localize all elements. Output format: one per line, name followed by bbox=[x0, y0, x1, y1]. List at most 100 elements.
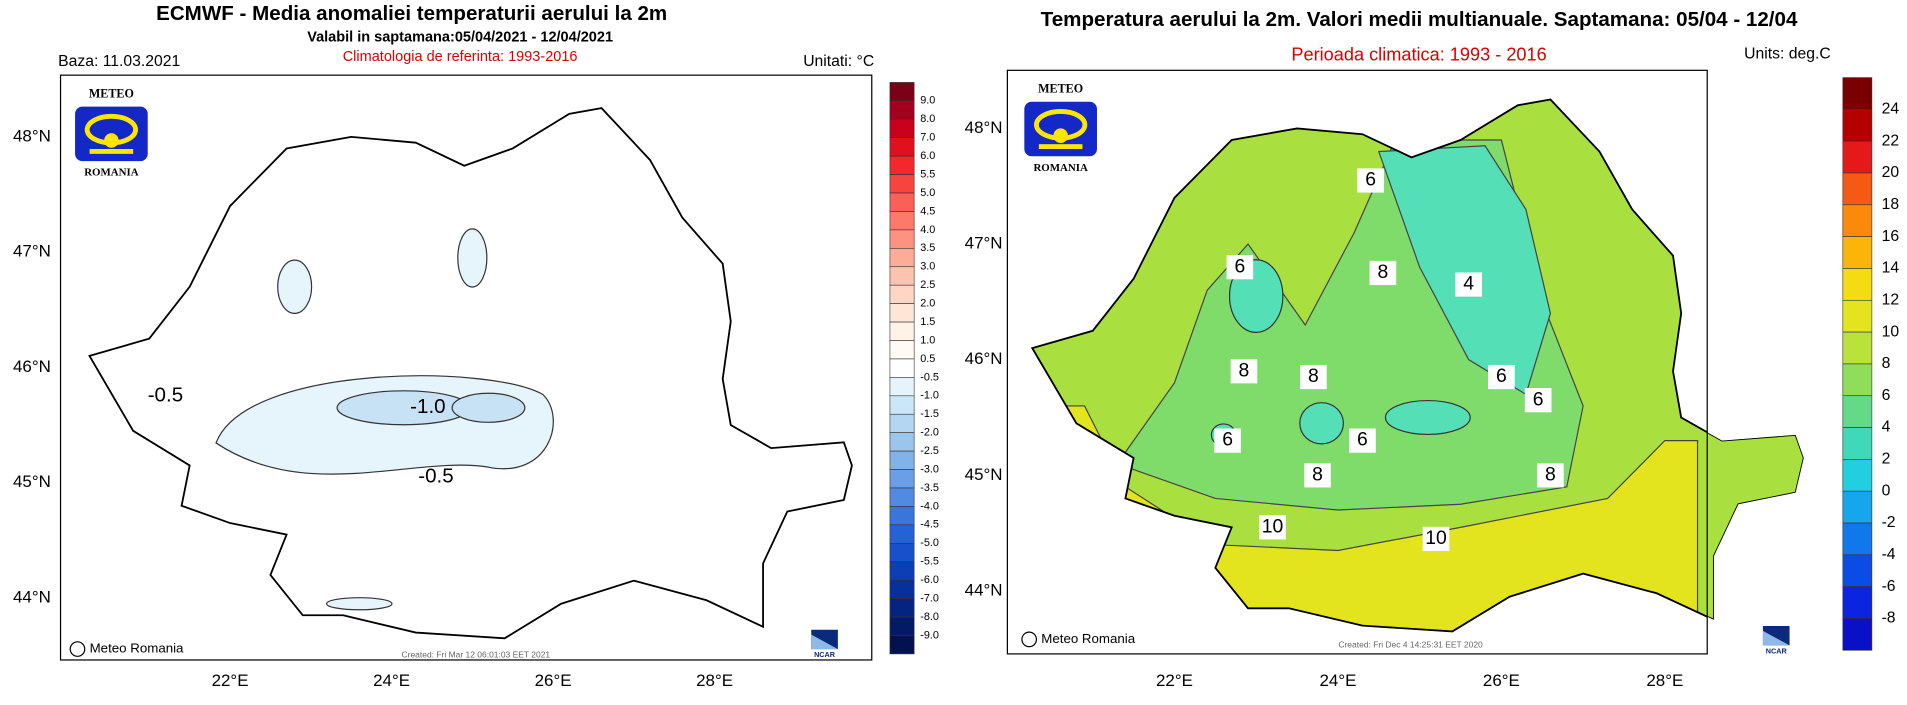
colorbar-label: -5.5 bbox=[920, 556, 939, 568]
colorbar-label: 4 bbox=[1882, 419, 1891, 436]
colorbar-box bbox=[889, 542, 915, 563]
contour-label-box bbox=[1524, 388, 1552, 413]
colorbar-label: 2.5 bbox=[920, 279, 935, 291]
colorbar-label: 16 bbox=[1882, 228, 1900, 245]
colorbar-label: 0.5 bbox=[920, 353, 935, 365]
colorbar-box bbox=[889, 598, 915, 618]
ncar-logo bbox=[1762, 630, 1790, 646]
colorbar-label: 10 bbox=[1882, 323, 1900, 340]
colorbar-box bbox=[1842, 554, 1873, 587]
lat-label: 44°N bbox=[13, 587, 51, 606]
colorbar-label: -5.0 bbox=[920, 537, 939, 549]
colorbar-box bbox=[1842, 459, 1873, 492]
colorbar-label: -7.0 bbox=[920, 592, 939, 604]
contour-label-box bbox=[1537, 463, 1564, 488]
colorbar-box bbox=[889, 211, 915, 231]
contour-label: -0.5 bbox=[148, 384, 183, 407]
colorbar-box bbox=[889, 487, 915, 507]
contour-label: 8 bbox=[1239, 359, 1250, 381]
colorbar-label: 8.0 bbox=[920, 113, 935, 125]
lat-label: 45°N bbox=[13, 472, 51, 491]
lat-label: 46°N bbox=[965, 349, 1003, 368]
colorbar-label: 6 bbox=[1882, 387, 1891, 404]
colorbar-label: -4.5 bbox=[920, 519, 939, 531]
lon-label: 24°E bbox=[1319, 671, 1356, 690]
zone-cool bbox=[1299, 402, 1344, 445]
contour-label: 6 bbox=[1533, 388, 1544, 410]
colorbar-box bbox=[1842, 586, 1873, 619]
contour-label-box bbox=[1300, 364, 1327, 390]
colorbar-box bbox=[1842, 618, 1873, 651]
lat-label: 47°N bbox=[965, 234, 1003, 253]
left-base-date: Baza: 11.03.2021 bbox=[58, 53, 180, 70]
colorbar-box bbox=[1842, 236, 1873, 269]
colorbar-label: 1.5 bbox=[920, 316, 935, 328]
created-note: Created: Fri Mar 12 06:01:03 EET 2021 bbox=[402, 649, 551, 659]
lat-label: 47°N bbox=[13, 242, 51, 261]
anomaly-core bbox=[336, 390, 471, 426]
colorbar-label: -6.0 bbox=[920, 574, 939, 586]
colorbar-label: 2.0 bbox=[920, 298, 935, 310]
lat-label: 44°N bbox=[965, 580, 1003, 599]
colorbar-box bbox=[889, 506, 915, 526]
colorbar-label: 4.0 bbox=[920, 224, 935, 236]
colorbar-box bbox=[1842, 109, 1873, 142]
colorbar-label: 8 bbox=[1882, 355, 1891, 372]
colorbar-label: -8.0 bbox=[920, 611, 939, 623]
contour-label: 6 bbox=[1234, 255, 1245, 277]
colorbar-box bbox=[1842, 172, 1873, 206]
contour-label: 10 bbox=[1425, 527, 1447, 549]
right-units: Units: deg.C bbox=[1744, 46, 1831, 63]
colorbar-box bbox=[889, 616, 915, 636]
colorbar-box bbox=[889, 432, 915, 452]
lat-label: 46°N bbox=[13, 357, 51, 376]
colorbar-label: -3.5 bbox=[920, 482, 939, 494]
ncar-label: NCAR bbox=[1766, 646, 1788, 655]
colorbar-label: 24 bbox=[1882, 101, 1900, 118]
colorbar-label: -2.5 bbox=[920, 445, 939, 457]
right-title: Temperatura aerului la 2m. Valori medii … bbox=[1041, 8, 1798, 31]
lat-label: 48°N bbox=[13, 126, 51, 145]
colorbar-label: -8 bbox=[1882, 610, 1896, 627]
colorbar-label: 3.5 bbox=[920, 242, 935, 254]
colorbar-box bbox=[1842, 204, 1873, 237]
right-map-area: 6 6 8 4 8 8 6 6 6 6 8 8 10 10 bbox=[1007, 70, 1804, 654]
colorbar-box bbox=[1842, 490, 1873, 524]
lon-label: 26°E bbox=[535, 671, 572, 690]
lon-label: 24°E bbox=[373, 671, 410, 690]
anomaly-core bbox=[451, 392, 526, 423]
lon-label: 22°E bbox=[1156, 671, 1193, 690]
logo-bottom: ROMANIA bbox=[1033, 162, 1088, 174]
colorbar-label: 3.0 bbox=[920, 261, 935, 273]
contour-label: 10 bbox=[1262, 515, 1284, 537]
colorbar-box bbox=[889, 155, 915, 175]
left-subtitle: Valabil in saptamana:05/04/2021 - 12/04/… bbox=[307, 29, 613, 45]
logo-symbol bbox=[104, 133, 119, 148]
contour-label: 8 bbox=[1377, 261, 1388, 283]
anomaly-area bbox=[457, 228, 488, 288]
colorbar-box bbox=[889, 137, 915, 157]
credit: Meteo Romania bbox=[1041, 631, 1135, 646]
contour-label: 6 bbox=[1496, 365, 1507, 387]
colorbar-box bbox=[1842, 363, 1873, 397]
colorbar-box bbox=[889, 100, 915, 120]
colorbar-box bbox=[889, 118, 915, 139]
colorbar-box bbox=[889, 266, 915, 286]
colorbar-box bbox=[889, 82, 915, 102]
colorbar-label: -2.0 bbox=[920, 427, 939, 439]
contour-label: 6 bbox=[1365, 169, 1376, 191]
colorbar-box bbox=[1842, 522, 1873, 556]
colorbar-box bbox=[1842, 331, 1873, 365]
left-title: ECMWF - Media anomaliei temperaturii aer… bbox=[156, 2, 667, 25]
right-subtitle: Perioada climatica: 1993 - 2016 bbox=[1291, 45, 1546, 65]
credit: Meteo Romania bbox=[90, 641, 184, 656]
contour-label-box bbox=[1259, 515, 1286, 540]
logo-symbol bbox=[89, 149, 134, 154]
colorbar-box bbox=[1842, 395, 1873, 428]
colorbar-label: 5.0 bbox=[920, 187, 935, 199]
left-units: Unitati: °C bbox=[803, 53, 874, 70]
contour-label: -1.0 bbox=[410, 395, 445, 418]
contour-label-box bbox=[1226, 255, 1254, 280]
